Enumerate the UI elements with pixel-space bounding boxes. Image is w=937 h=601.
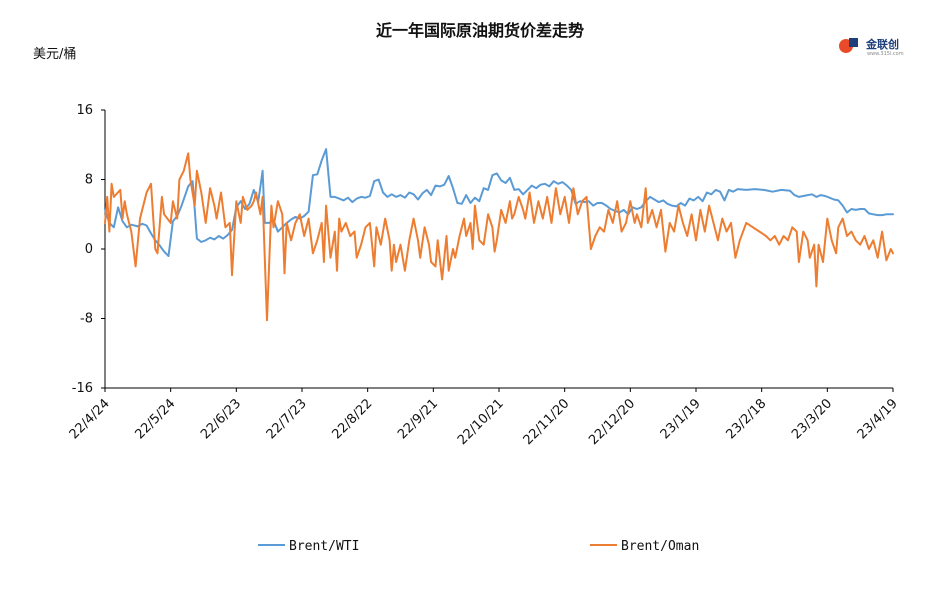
x-tick-label: 22/12/20: [586, 396, 638, 448]
x-tick-label: 22/7/23: [264, 396, 310, 442]
logo-subtext: www.315i.com: [867, 51, 904, 57]
x-tick-label: 23/4/19: [855, 396, 901, 442]
y-tick-label: 8: [85, 173, 93, 188]
x-tick-label: 22/6/23: [198, 396, 244, 442]
legend: Brent/WTI Brent/Oman: [258, 539, 699, 554]
x-tick-label: 22/9/21: [395, 396, 441, 442]
x-tick-label: 22/5/24: [132, 396, 178, 442]
series-layer: [104, 148, 894, 322]
logo-text: 金联创: [865, 37, 899, 51]
x-tick-label: 22/8/22: [329, 396, 375, 442]
y-tick-label: 0: [85, 242, 93, 257]
x-tick-label: 22/11/20: [521, 396, 573, 448]
x-tick-label: 23/3/20: [789, 396, 835, 442]
y-tick-label: -16: [72, 381, 93, 396]
x-tick-label: 22/10/21: [455, 396, 507, 448]
y-unit-label: 美元/桶: [33, 47, 76, 62]
legend-label-brent-wti: Brent/WTI: [289, 539, 359, 554]
y-tick-label: 16: [76, 103, 93, 118]
x-tick-label: 22/4/24: [67, 396, 113, 442]
y-tick-label: -8: [80, 312, 93, 327]
logo-mark-square: [849, 38, 858, 47]
series-line-brent-oman: [104, 152, 894, 322]
chart-title: 近一年国际原油期货价差走势: [376, 21, 584, 40]
x-tick-label: 23/2/18: [723, 396, 769, 442]
brand-logo: 金联创 www.315i.com: [838, 36, 904, 57]
x-tick-label: 23/1/19: [658, 396, 704, 442]
legend-label-brent-oman: Brent/Oman: [621, 539, 699, 554]
